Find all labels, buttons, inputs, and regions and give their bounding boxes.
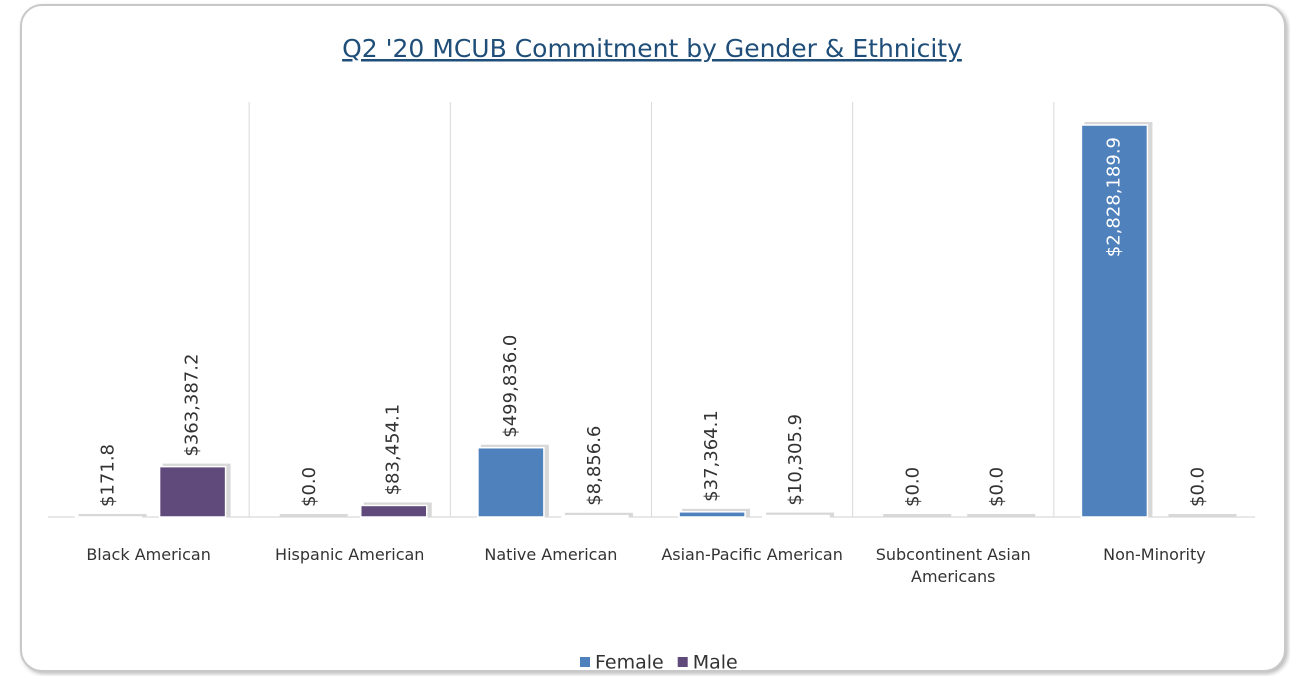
value-label: $499,836.0 xyxy=(500,335,521,438)
bar xyxy=(1080,124,1149,518)
value-label: $0.0 xyxy=(986,467,1007,507)
chart-card xyxy=(20,4,1286,672)
bar xyxy=(561,515,629,518)
legend-label: Male xyxy=(693,652,738,674)
x-tick-label: Hispanic American xyxy=(275,545,425,564)
bar-shadow xyxy=(78,513,147,517)
value-label: $171.8 xyxy=(98,444,119,507)
x-tick-label: Subcontinent Asian Americans xyxy=(875,545,1031,586)
value-label: $0.0 xyxy=(902,467,923,507)
x-tick-label: Asian-Pacific American xyxy=(661,545,843,564)
chart-title: Q2 '20 MCUB Commitment by Gender & Ethni… xyxy=(342,34,962,63)
x-tick-label: Non-Minority xyxy=(1103,545,1206,564)
value-label: $2,828,189.9 xyxy=(1103,137,1124,257)
legend-swatch xyxy=(677,657,688,667)
legend-swatch xyxy=(580,657,590,667)
bar xyxy=(360,504,428,518)
bar xyxy=(762,514,830,518)
value-label: $0.0 xyxy=(299,467,320,507)
bar xyxy=(678,511,746,518)
bar-shadow xyxy=(1168,514,1237,517)
bar-shadow xyxy=(564,512,633,517)
bar xyxy=(477,446,545,518)
value-label: $363,387.2 xyxy=(182,354,203,457)
x-tick-label: Black American xyxy=(86,545,211,564)
bar-shadow xyxy=(883,514,952,517)
x-tick-label: Native American xyxy=(484,545,618,564)
bar-shadow xyxy=(279,514,348,517)
value-label: $8,856.6 xyxy=(584,426,605,506)
value-label: $83,454.1 xyxy=(383,404,404,496)
bar-shadow xyxy=(766,512,835,517)
bar-shadow xyxy=(967,514,1036,517)
legend-label: Female xyxy=(595,652,664,674)
bar xyxy=(158,465,227,518)
value-label: $10,305.9 xyxy=(785,414,806,506)
value-label: $0.0 xyxy=(1187,467,1208,507)
value-label: $37,364.1 xyxy=(701,410,722,502)
